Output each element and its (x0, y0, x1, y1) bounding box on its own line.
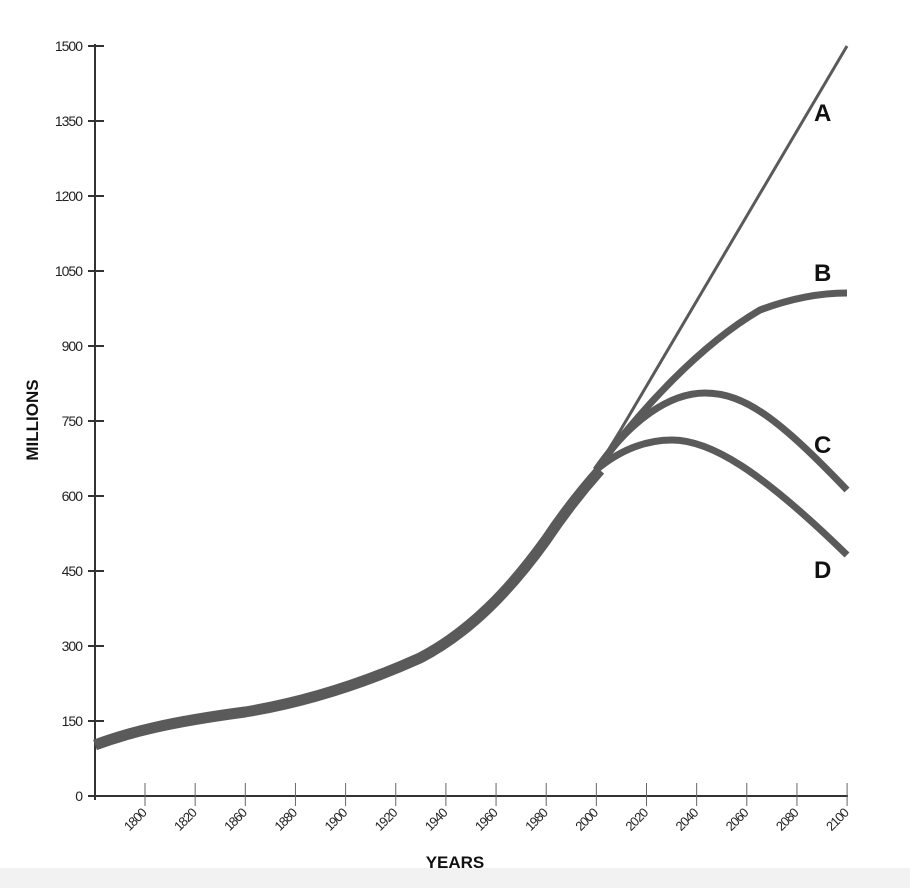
series-a-label: A (814, 100, 831, 127)
x-tick-label: 1880 (271, 805, 300, 834)
x-tick-label: 1980 (522, 805, 551, 834)
footer-bar (0, 868, 910, 888)
historical-line (93, 466, 605, 751)
x-tick-label: 1960 (472, 805, 501, 834)
y-tick-label: 0 (75, 788, 83, 804)
series-c-line (593, 389, 850, 493)
y-tick-label: 1350 (55, 113, 83, 129)
x-tick-label: 2020 (622, 805, 651, 834)
series-a-line (594, 45, 849, 471)
x-axis-title: YEARS (426, 853, 485, 872)
y-tick-label: 750 (62, 413, 84, 429)
x-tick-label: 1860 (221, 805, 250, 834)
series-b-line (593, 289, 848, 473)
x-axis-ticks: 1800 1820 1860 1880 1900 1920 1940 1960 1980 2000… (121, 783, 852, 834)
series-d-label: D (814, 557, 831, 584)
x-tick-label: 1820 (171, 805, 200, 834)
y-tick-label: 1200 (55, 188, 83, 204)
x-tick-label: 1900 (321, 805, 350, 834)
y-tick-label: 900 (62, 338, 84, 354)
y-axis-ticks: 0 150 300 450 600 750 900 1050 1200 1350 1500 (55, 38, 104, 804)
y-tick-label: 600 (62, 488, 84, 504)
x-tick-label: 2000 (572, 805, 601, 834)
x-tick-label: 1800 (121, 805, 150, 834)
y-tick-label: 1500 (55, 38, 83, 54)
series-b-label: B (814, 260, 831, 287)
y-axis-title: MILLIONS (23, 379, 42, 460)
x-tick-label: 2080 (773, 805, 802, 834)
x-tick-label: 2040 (673, 805, 702, 834)
x-tick-label: 1920 (372, 805, 401, 834)
series-d-line (593, 436, 850, 558)
x-tick-label: 2060 (723, 805, 752, 834)
x-tick-label: 1940 (422, 805, 451, 834)
y-tick-label: 300 (62, 638, 84, 654)
series-c-label: C (814, 432, 831, 459)
y-tick-label: 150 (62, 713, 84, 729)
y-tick-label: 450 (62, 563, 84, 579)
y-tick-label: 1050 (55, 263, 83, 279)
x-tick-label: 2100 (823, 805, 852, 834)
